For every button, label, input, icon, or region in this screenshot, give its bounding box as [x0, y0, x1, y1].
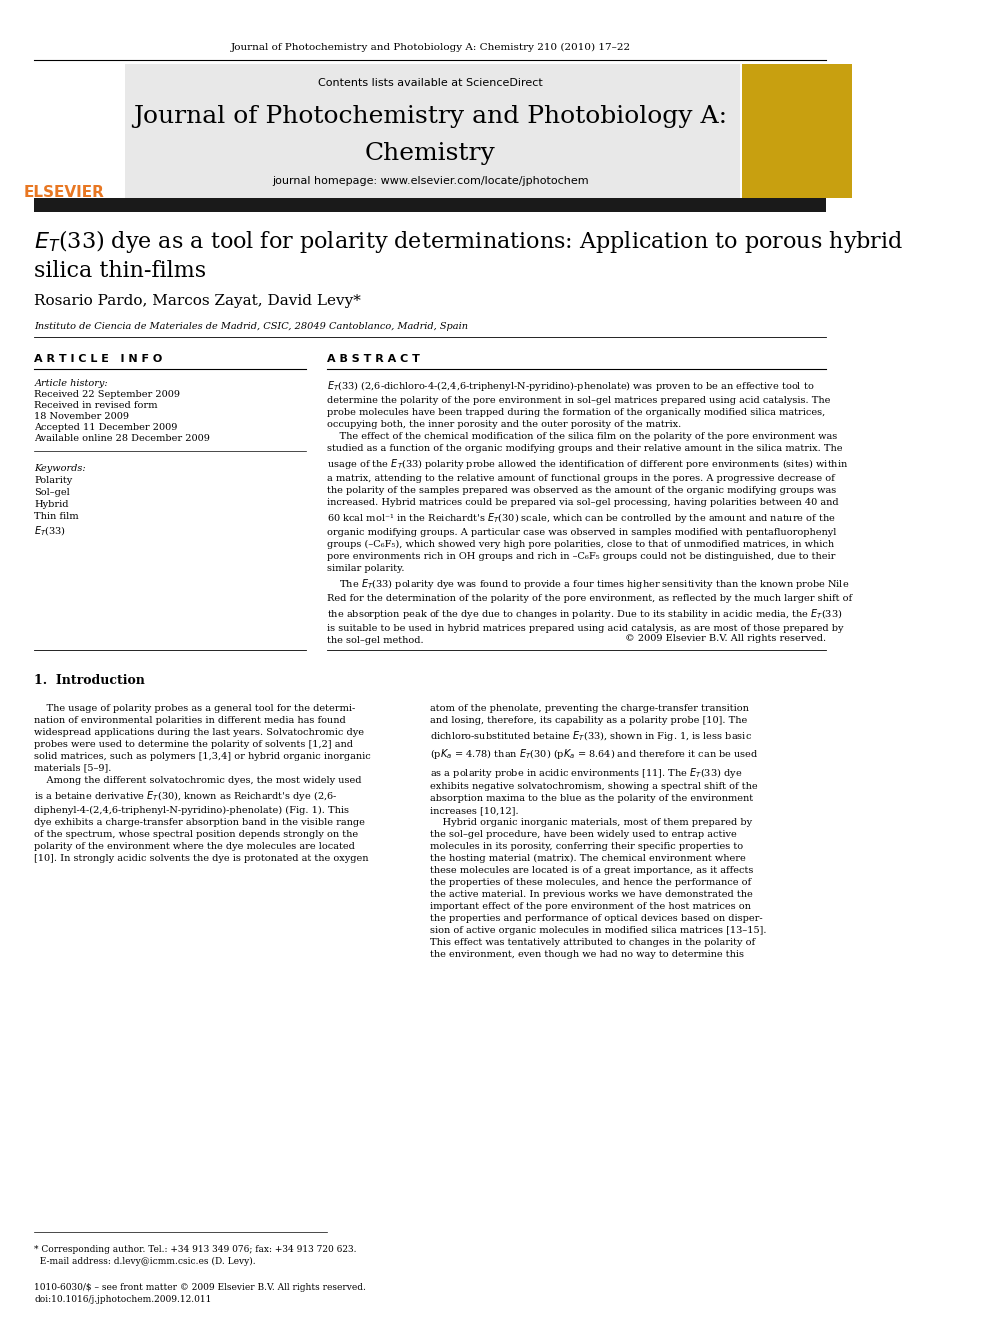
Text: Instituto de Ciencia de Materiales de Madrid, CSIC, 28049 Cantoblanco, Madrid, S: Instituto de Ciencia de Materiales de Ma… [35, 321, 468, 331]
Text: Thin film: Thin film [35, 512, 79, 521]
Text: Available online 28 December 2009: Available online 28 December 2009 [35, 434, 210, 443]
Text: Accepted 11 December 2009: Accepted 11 December 2009 [35, 423, 178, 433]
Text: * Corresponding author. Tel.: +34 913 349 076; fax: +34 913 720 623.
  E-mail ad: * Corresponding author. Tel.: +34 913 34… [35, 1245, 357, 1266]
Text: $E_T$(33): $E_T$(33) [35, 524, 66, 537]
Text: Keywords:: Keywords: [35, 464, 86, 474]
Text: Sol–gel: Sol–gel [35, 488, 70, 497]
Text: Received in revised form: Received in revised form [35, 401, 158, 410]
Text: A B S T R A C T: A B S T R A C T [327, 355, 420, 364]
Bar [35, 198, 826, 212]
Text: $E_T$(33) (2,6-dichloro-4-(2,4,6-triphenyl-N-pyridino)-phenolate) was proven to : $E_T$(33) (2,6-dichloro-4-(2,4,6-triphen… [327, 378, 852, 646]
Text: A R T I C L E   I N F O: A R T I C L E I N F O [35, 355, 163, 364]
Text: 1.  Introduction: 1. Introduction [35, 673, 145, 687]
Bar [125, 64, 740, 198]
Text: Journal of Photochemistry and Photobiology A: Chemistry 210 (2010) 17–22: Journal of Photochemistry and Photobiolo… [230, 44, 631, 52]
Text: 1010-6030/$ – see front matter © 2009 Elsevier B.V. All rights reserved.
doi:10.: 1010-6030/$ – see front matter © 2009 El… [35, 1283, 366, 1303]
Text: Rosario Pardo, Marcos Zayat, David Levy*: Rosario Pardo, Marcos Zayat, David Levy* [35, 294, 361, 308]
Text: Received 22 September 2009: Received 22 September 2009 [35, 390, 181, 400]
Text: silica thin-films: silica thin-films [35, 261, 206, 282]
Text: ELSEVIER: ELSEVIER [24, 185, 105, 200]
Text: journal homepage: www.elsevier.com/locate/jphotochem: journal homepage: www.elsevier.com/locat… [272, 176, 588, 187]
Text: Chemistry: Chemistry [365, 142, 496, 165]
Text: 18 November 2009: 18 November 2009 [35, 411, 129, 421]
Text: Journal of Photochemistry and Photobiology A:: Journal of Photochemistry and Photobiolo… [133, 105, 727, 128]
Text: Polarity: Polarity [35, 476, 72, 486]
Text: atom of the phenolate, preventing the charge-transfer transition
and losing, the: atom of the phenolate, preventing the ch… [431, 704, 767, 959]
Text: Contents lists available at ScienceDirect: Contents lists available at ScienceDirec… [318, 78, 543, 89]
Text: $E_T$(33) dye as a tool for polarity determinations: Application to porous hybri: $E_T$(33) dye as a tool for polarity det… [35, 228, 904, 255]
Bar [742, 64, 852, 198]
Text: Article history:: Article history: [35, 378, 108, 388]
Text: © 2009 Elsevier B.V. All rights reserved.: © 2009 Elsevier B.V. All rights reserved… [625, 634, 826, 643]
Text: The usage of polarity probes as a general tool for the determi-
nation of enviro: The usage of polarity probes as a genera… [35, 704, 371, 863]
Text: Hybrid: Hybrid [35, 500, 68, 509]
